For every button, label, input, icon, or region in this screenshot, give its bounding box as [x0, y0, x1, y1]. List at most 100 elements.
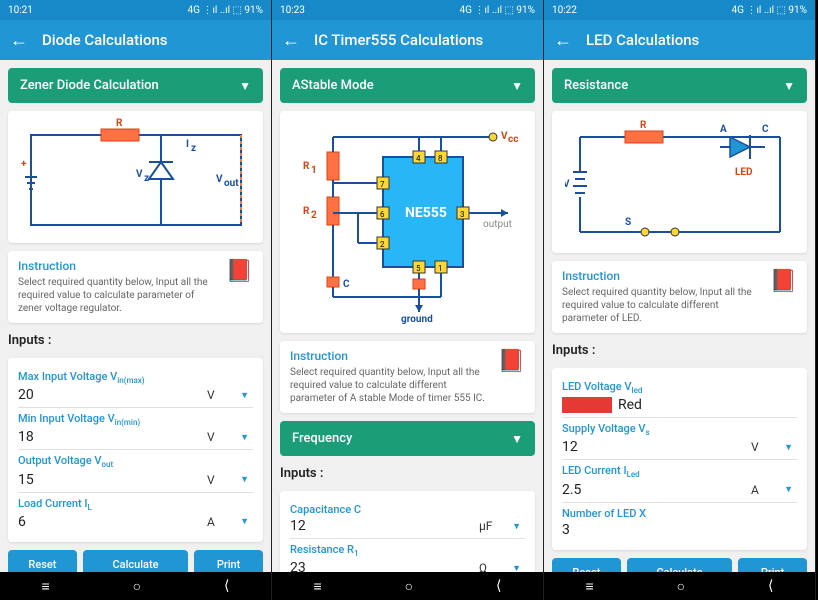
- inputs-label: Inputs :: [8, 331, 263, 350]
- field-value[interactable]: 6: [18, 514, 197, 530]
- inputs-card: LED Voltage VledRedSupply Voltage Vs12V▼…: [552, 368, 807, 550]
- book-icon[interactable]: 📕: [226, 259, 253, 284]
- dropdown-label: Frequency: [292, 431, 352, 446]
- calculate-button[interactable]: Calculate: [83, 550, 188, 572]
- input-field: Load Current IL 6 A▼: [18, 493, 253, 534]
- back-icon[interactable]: ←: [10, 30, 28, 51]
- book-icon[interactable]: 📕: [498, 349, 525, 374]
- phone-screen-3: 10:22 4G ⋮ıl ..ıl ⬚ 91% ← LED Calculatio…: [544, 0, 816, 600]
- nav-home-icon[interactable]: ○: [677, 578, 685, 595]
- input-field: Min Input Voltage Vin(min)18V▼: [18, 408, 253, 450]
- quantity-dropdown[interactable]: Frequency ▼: [280, 421, 535, 456]
- svg-text:V: V: [136, 169, 143, 180]
- instruction-body: Select required quantity below, Input al…: [18, 276, 218, 315]
- field-label: Output Voltage Vout: [18, 454, 253, 469]
- inputs-card: Capacitance C12μF▼Resistance R123Ω▼Resis…: [280, 491, 535, 572]
- unit-select[interactable]: V▼: [203, 430, 253, 444]
- app-bar: ← LED Calculations: [544, 20, 815, 60]
- unit-select[interactable]: Ω▼: [475, 561, 525, 572]
- input-field: Output Voltage Vout 15 V▼: [18, 450, 253, 492]
- chevron-down-icon: ▼: [239, 79, 251, 93]
- input-field: Supply Voltage Vs12V▼: [562, 418, 797, 460]
- field-value[interactable]: 12: [562, 439, 741, 455]
- content: AStable Mode ▼ NE555 4 8 7 6 2 3 5 1 Vcc: [272, 60, 543, 572]
- field-label: LED Voltage Vled: [562, 380, 797, 395]
- unit-select[interactable]: V▼: [203, 473, 253, 487]
- instruction-card: Instruction Select required quantity bel…: [8, 251, 263, 323]
- field-label: Capacitance C: [290, 503, 525, 516]
- back-icon[interactable]: ←: [282, 30, 300, 51]
- svg-text:R: R: [640, 120, 647, 131]
- svg-text:5: 5: [416, 264, 421, 273]
- print-button[interactable]: Print: [738, 558, 807, 572]
- svg-text:C: C: [343, 279, 350, 290]
- reset-button[interactable]: Reset: [552, 558, 621, 572]
- unit-select[interactable]: V▼: [747, 440, 797, 454]
- inputs-label: Inputs :: [552, 341, 807, 360]
- svg-text:z: z: [144, 173, 149, 184]
- phone-screen-2: 10:23 4G ⋮ıl ..ıl ⬚ 91% ← IC Timer555 Ca…: [272, 0, 544, 600]
- input-field: LED Voltage Vled Red: [562, 376, 797, 418]
- unit-select[interactable]: μF▼: [475, 519, 525, 533]
- field-value[interactable]: 23: [290, 560, 469, 572]
- svg-text:V: V: [501, 131, 508, 142]
- mode-dropdown[interactable]: Zener Diode Calculation ▼: [8, 68, 263, 103]
- page-title: IC Timer555 Calculations: [314, 31, 483, 49]
- svg-text:2: 2: [311, 210, 317, 221]
- calculate-button[interactable]: Calculate: [627, 558, 732, 572]
- unit-select[interactable]: A▼: [203, 515, 253, 529]
- svg-text:C: C: [762, 124, 769, 135]
- nav-back-icon[interactable]: ⟨: [224, 578, 229, 594]
- nav-recent-icon[interactable]: ≡: [313, 578, 321, 595]
- content: Zener Diode Calculation ▼ R + Vin Vz Iz: [0, 60, 271, 572]
- nav-home-icon[interactable]: ○: [405, 578, 413, 595]
- nav-recent-icon[interactable]: ≡: [585, 578, 593, 595]
- page-title: LED Calculations: [586, 31, 699, 49]
- unit-select[interactable]: A▼: [747, 483, 797, 497]
- back-icon[interactable]: ←: [554, 30, 572, 51]
- svg-text:8: 8: [438, 154, 443, 163]
- svg-text:+: +: [21, 159, 27, 170]
- svg-text:2: 2: [380, 240, 385, 249]
- button-row: Reset Calculate Print: [552, 558, 807, 572]
- svg-text:output: output: [483, 219, 512, 230]
- nav-back-icon[interactable]: ⟨: [768, 578, 773, 594]
- reset-button[interactable]: Reset: [8, 550, 77, 572]
- zener-circuit-svg: R + Vin Vz Iz Vout: [21, 117, 251, 237]
- field-label: Load Current IL: [18, 497, 253, 512]
- instruction-card: Instruction Select required quantity bel…: [552, 261, 807, 333]
- svg-text:1: 1: [438, 264, 443, 273]
- field-value[interactable]: 15: [18, 472, 197, 488]
- field-value[interactable]: 20: [18, 387, 197, 403]
- field-value[interactable]: 3: [562, 522, 797, 538]
- field-value[interactable]: 2.5: [562, 482, 741, 498]
- field-value[interactable]: 18: [18, 429, 197, 445]
- svg-text:V: V: [565, 179, 570, 190]
- unit-select[interactable]: V▼: [203, 388, 253, 402]
- svg-text:I: I: [186, 139, 189, 150]
- dropdown-label: Resistance: [564, 78, 628, 93]
- mode-dropdown[interactable]: Resistance ▼: [552, 68, 807, 103]
- svg-text:V: V: [216, 174, 223, 185]
- nav-recent-icon[interactable]: ≡: [41, 578, 49, 595]
- instruction-body: Select required quantity below, Input al…: [290, 366, 490, 405]
- field-label: LED Current ILed: [562, 464, 797, 479]
- status-bar: 10:23 4G ⋮ıl ..ıl ⬚ 91%: [272, 0, 543, 20]
- status-time: 10:22: [552, 5, 577, 16]
- status-right: 4G ⋮ıl ..ıl ⬚ 91%: [188, 5, 263, 16]
- circuit-diagram: V R A C LED S: [552, 111, 807, 253]
- chevron-down-icon: ▼: [511, 432, 523, 446]
- svg-text:z: z: [191, 143, 196, 154]
- mode-dropdown[interactable]: AStable Mode ▼: [280, 68, 535, 103]
- input-field: Max Input Voltage Vin(max)20V▼: [18, 366, 253, 408]
- nav-home-icon[interactable]: ○: [133, 578, 141, 595]
- field-value[interactable]: Red: [618, 397, 797, 413]
- book-icon[interactable]: 📕: [770, 269, 797, 294]
- color-swatch[interactable]: [562, 397, 612, 413]
- nav-back-icon[interactable]: ⟨: [496, 578, 501, 594]
- svg-text:NE555: NE555: [405, 205, 447, 221]
- app-bar: ← IC Timer555 Calculations: [272, 20, 543, 60]
- field-value[interactable]: 12: [290, 518, 469, 534]
- print-button[interactable]: Print: [194, 550, 263, 572]
- svg-text:LED: LED: [735, 167, 753, 178]
